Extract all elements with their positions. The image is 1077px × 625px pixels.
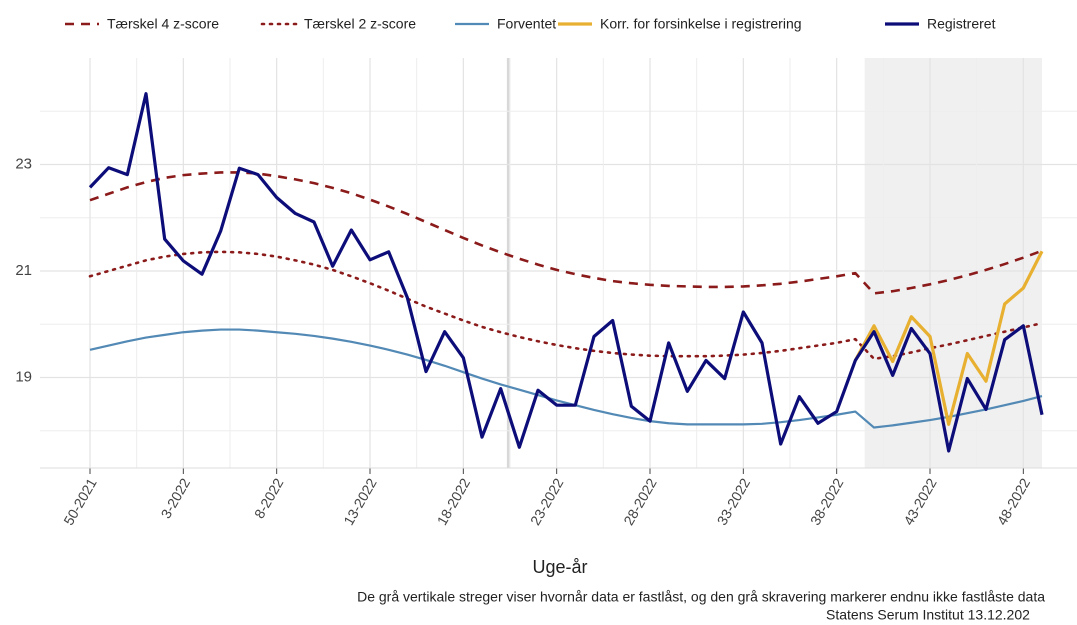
series-line [88, 92, 1044, 453]
y-tick-label: 19 [15, 368, 32, 385]
x-tick-label: 28-2022 [620, 475, 660, 528]
legend-label: Korr. for forsinkelse i registrering [600, 16, 802, 32]
legend-item: Korr. for forsinkelse i registrering [558, 16, 802, 32]
x-tick-label: 23-2022 [527, 475, 567, 528]
legend-label: Tærskel 4 z-score [107, 16, 219, 32]
x-tick-label: 43-2022 [900, 475, 940, 528]
x-tick-label: 13-2022 [340, 475, 380, 528]
caption: De grå vertikale streger viser hvornår d… [357, 589, 1045, 605]
y-tick-label: 21 [15, 262, 32, 279]
legend-item: Tærskel 2 z-score [260, 16, 416, 32]
legend-item: Registreret [885, 16, 996, 32]
x-tick-label: 50-2021 [60, 475, 100, 528]
x-tick-label: 8-2022 [251, 475, 287, 521]
series-line [853, 250, 1044, 426]
legend-item: Forventet [455, 16, 556, 32]
legend-label: Registreret [927, 16, 996, 32]
x-tick-label: 3-2022 [157, 475, 193, 521]
source: Statens Serum Institut 13.12.202 [826, 607, 1030, 623]
legend-label: Forventet [497, 16, 556, 32]
unlocked-shade [864, 58, 1042, 468]
x-tick-label: 48-2022 [994, 475, 1034, 528]
legend-item: Tærskel 4 z-score [65, 16, 219, 32]
x-tick-label: 18-2022 [434, 475, 474, 528]
x-axis-label: Uge-år [532, 557, 587, 577]
y-tick-label: 23 [15, 155, 32, 172]
legend-label: Tærskel 2 z-score [304, 16, 416, 32]
series-line [89, 328, 1043, 429]
series-line [88, 250, 1044, 361]
x-tick-label: 38-2022 [807, 475, 847, 528]
x-tick-label: 33-2022 [714, 475, 754, 528]
